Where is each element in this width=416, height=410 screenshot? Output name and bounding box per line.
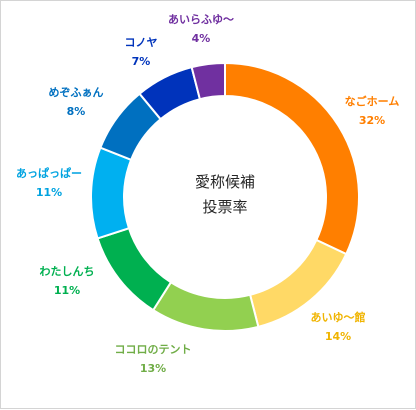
slice-value-1: 32% [359, 114, 385, 127]
slice-label-1: なごホーム [345, 94, 400, 108]
slice-value-4: 11% [54, 284, 80, 297]
slice-labels: なごホーム 32% あいゆ～館 14% ココロのテント 13% わたしんち 11% あっぱっぱー… [16, 13, 399, 375]
slice-label-8: あいらふゆ～ [168, 13, 234, 26]
slice-label-6: めぞふぁん [49, 86, 104, 99]
chart-title-line-2: 投票率 [202, 198, 247, 216]
chart-title-line-1: 愛称候補 [195, 173, 255, 191]
slice-value-7: 7% [132, 55, 151, 68]
slice-label-2: あいゆ～館 [311, 310, 366, 324]
slice-value-5: 11% [36, 186, 62, 199]
slice-1 [224, 61, 360, 256]
slice-value-8: 4% [192, 32, 211, 45]
slice-label-3: ココロのテント [115, 343, 192, 356]
slice-4 [96, 226, 173, 312]
slices [90, 61, 360, 332]
slice-8 [190, 61, 226, 101]
slice-value-6: 8% [67, 105, 86, 118]
slice-value-3: 13% [140, 362, 166, 375]
slice-5 [90, 146, 133, 240]
slice-label-4: わたしんち [40, 265, 95, 278]
slice-label-5: あっぱっぱー [16, 166, 82, 180]
slice-3 [151, 280, 260, 332]
slice-value-2: 14% [325, 330, 351, 343]
slice-label-7: コノヤ [125, 36, 158, 49]
